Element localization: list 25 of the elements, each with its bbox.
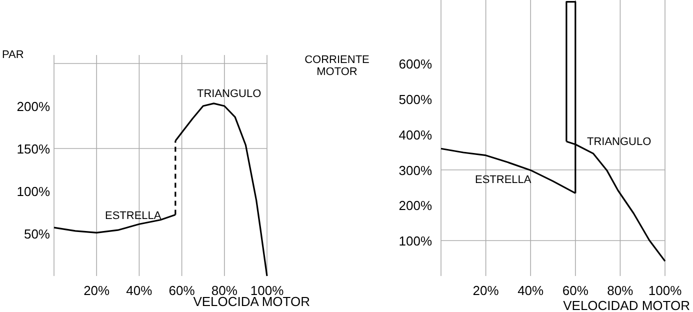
x-tick-label: 60% bbox=[562, 283, 589, 298]
y-tick-label: 600% bbox=[398, 56, 432, 72]
y-tick-label: 500% bbox=[398, 92, 432, 108]
y-tick-label: 400% bbox=[398, 127, 432, 142]
x-tick-label: 20% bbox=[472, 283, 500, 298]
y-axis-title: PAR bbox=[2, 49, 24, 61]
series-label: ESTRELLA bbox=[105, 210, 162, 222]
x-tick-label: 40% bbox=[126, 283, 153, 298]
x-tick-label: 100% bbox=[648, 283, 682, 298]
y-tick-label: 100% bbox=[16, 184, 50, 199]
series-label: ESTRELLA bbox=[475, 174, 532, 186]
y-axis-title: CORRIENTE MOTOR bbox=[304, 54, 370, 78]
series-label: TRIANGULO bbox=[587, 136, 652, 148]
x-tick-label: 20% bbox=[84, 283, 110, 298]
y-tick-label: 300% bbox=[398, 162, 432, 178]
y-tick-label: 50% bbox=[24, 226, 50, 242]
y-tick-label: 150% bbox=[16, 142, 50, 156]
y-tick-label: 100% bbox=[398, 234, 432, 249]
x-axis-title: VELOCIDAD MOTOR bbox=[563, 298, 690, 312]
x-tick-label: 80% bbox=[607, 283, 634, 298]
y-tick-label: 200% bbox=[16, 99, 50, 114]
y-tick-label: 200% bbox=[398, 198, 432, 214]
x-tick-label: 40% bbox=[518, 283, 544, 298]
series-label: TRIANGULO bbox=[197, 88, 262, 100]
x-tick-label: 60% bbox=[168, 283, 196, 298]
